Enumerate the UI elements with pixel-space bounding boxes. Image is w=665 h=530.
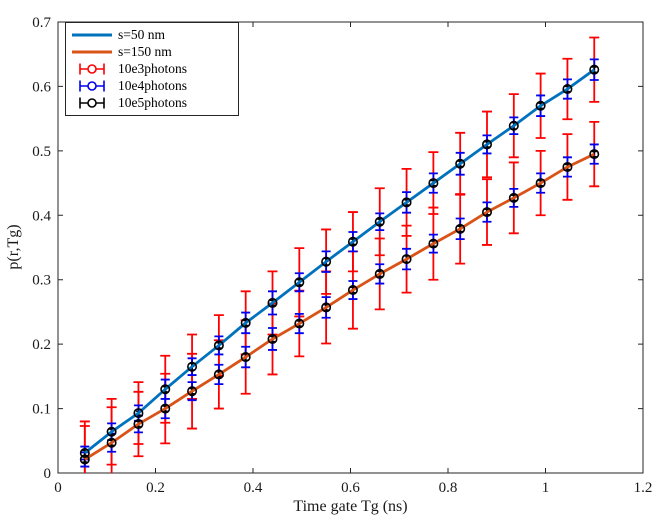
data-marker xyxy=(535,100,546,111)
legend-entry-label: 10e4photons xyxy=(118,78,187,93)
legend-errorbar-icon xyxy=(66,60,118,77)
data-marker xyxy=(347,236,358,247)
x-tick-label: 0.4 xyxy=(244,480,263,496)
x-tick-label: 0.2 xyxy=(146,480,165,496)
data-marker xyxy=(187,386,198,397)
data-marker xyxy=(562,161,573,172)
data-marker xyxy=(160,384,171,395)
data-marker xyxy=(508,192,519,203)
y-tick-label: 0.3 xyxy=(32,273,51,289)
data-marker xyxy=(187,361,198,372)
data-marker xyxy=(374,216,385,227)
data-marker xyxy=(133,419,144,430)
legend-entry-label: s=150 nm xyxy=(118,44,172,59)
data-marker xyxy=(535,178,546,189)
data-marker xyxy=(294,277,305,288)
data-marker xyxy=(267,333,278,344)
data-marker xyxy=(562,84,573,95)
legend-entry: 10e5photons xyxy=(66,94,238,111)
legend-entry: s=50 nm xyxy=(66,26,238,43)
data-marker xyxy=(481,207,492,218)
legend-entry-label: s=50 nm xyxy=(118,27,165,42)
data-marker xyxy=(213,340,224,351)
errorbars-10e5photons-s-150-nm xyxy=(82,150,597,463)
y-axis-label: p(r,Tg) xyxy=(5,224,22,270)
data-marker xyxy=(455,223,466,234)
data-marker xyxy=(294,318,305,329)
x-tick-label: 0.6 xyxy=(341,480,360,496)
data-marker xyxy=(401,254,412,265)
x-tick-label: 1 xyxy=(542,480,550,496)
data-marker xyxy=(481,139,492,150)
data-marker xyxy=(79,454,90,465)
y-tick-label: 0.6 xyxy=(32,79,51,95)
data-marker xyxy=(347,285,358,296)
legend-entry-label: 10e3photons xyxy=(118,61,187,76)
errorbars-10e5photons-s-50-nm xyxy=(82,66,597,457)
y-tick-label: 0.1 xyxy=(32,402,51,418)
data-marker xyxy=(401,197,412,208)
x-tick-label: 0.8 xyxy=(439,480,458,496)
data-marker xyxy=(374,268,385,279)
data-marker xyxy=(240,352,251,363)
data-marker xyxy=(240,317,251,328)
data-marker xyxy=(321,256,332,267)
legend-errorbar-icon xyxy=(66,94,118,111)
y-tick-label: 0 xyxy=(44,466,52,482)
legend-entry: s=150 nm xyxy=(66,43,238,60)
data-marker xyxy=(267,297,278,308)
legend: s=50 nm s=150 nm 10e3photons 10e4photons 10e… xyxy=(65,22,239,116)
data-marker xyxy=(160,403,171,414)
errorbars-10e3photons-s-150-nm xyxy=(79,120,600,473)
data-marker xyxy=(79,448,90,459)
data-marker xyxy=(508,120,519,131)
legend-entry-label: 10e5photons xyxy=(118,95,187,110)
legend-line-swatch xyxy=(66,26,118,43)
y-tick-label: 0.4 xyxy=(32,208,51,224)
x-tick-label: 1.2 xyxy=(634,480,653,496)
data-marker xyxy=(106,426,117,437)
series-line-s-50-nm xyxy=(83,68,596,455)
data-marker xyxy=(589,64,600,75)
data-marker xyxy=(213,369,224,380)
data-marker xyxy=(321,302,332,313)
y-tick-label: 0.2 xyxy=(32,337,51,353)
legend-errorbar-icon xyxy=(66,77,118,94)
data-marker xyxy=(589,149,600,160)
data-marker xyxy=(428,238,439,249)
legend-line-swatch xyxy=(66,43,118,60)
x-axis-label: Time gate Tg (ns) xyxy=(293,498,408,515)
y-tick-label: 0.5 xyxy=(32,144,51,160)
y-tick-label: 0.7 xyxy=(32,15,51,31)
data-marker xyxy=(133,408,144,419)
legend-entry: 10e4photons xyxy=(66,77,238,94)
legend-entry: 10e3photons xyxy=(66,60,238,77)
series-line-s-150-nm xyxy=(84,152,595,461)
data-marker xyxy=(455,158,466,169)
x-tick-label: 0 xyxy=(54,480,62,496)
data-marker xyxy=(428,178,439,189)
data-marker xyxy=(106,437,117,448)
